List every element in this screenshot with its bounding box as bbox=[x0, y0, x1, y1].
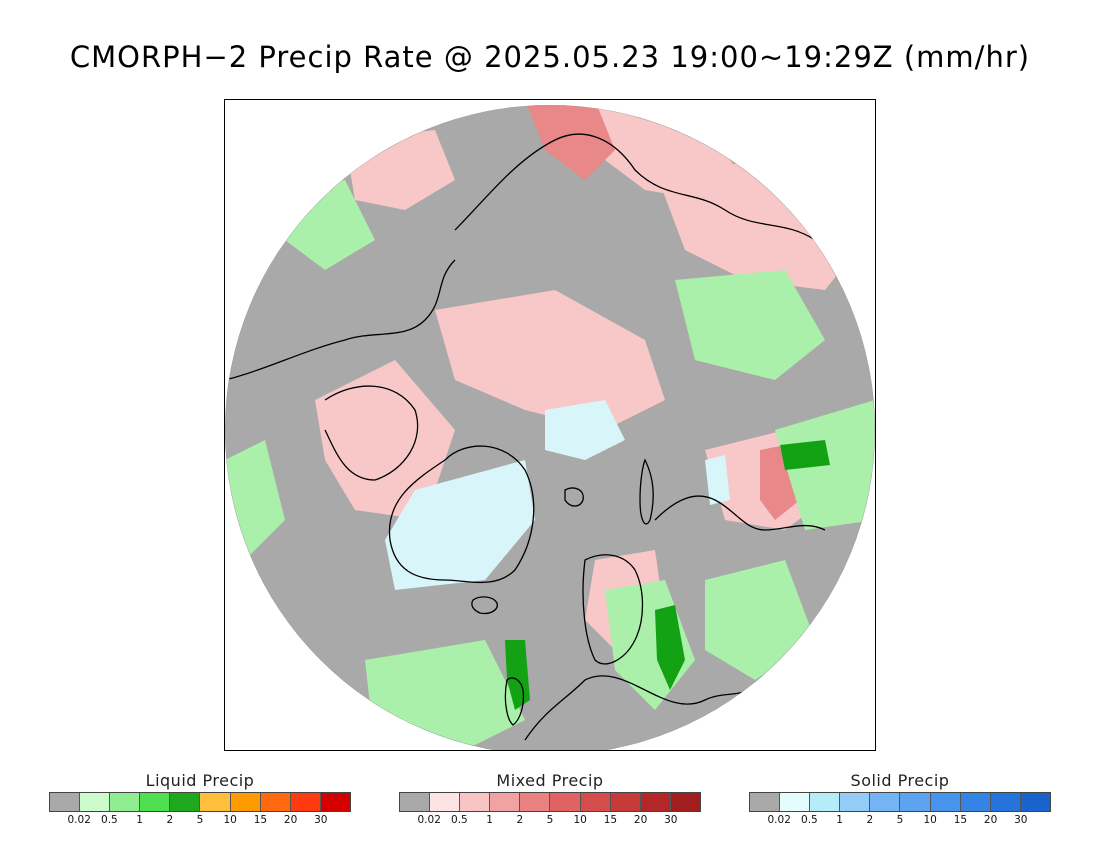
legend-swatch bbox=[870, 793, 901, 811]
legend-swatch bbox=[550, 793, 581, 811]
legend-swatch bbox=[900, 793, 931, 811]
legend-tick: 2 bbox=[866, 814, 874, 826]
legend-title: Solid Precip bbox=[850, 771, 950, 790]
legend-tick: 20 bbox=[283, 814, 298, 826]
legend-swatch bbox=[140, 793, 171, 811]
legend-tick: 30 bbox=[664, 814, 678, 826]
legend-swatch bbox=[670, 793, 700, 811]
mixed-core-bering bbox=[525, 105, 615, 180]
legend-swatch bbox=[780, 793, 811, 811]
legend-tick: 0.5 bbox=[101, 814, 118, 826]
legend-tick: 30 bbox=[1014, 814, 1028, 826]
legend-swatch bbox=[1020, 793, 1050, 811]
legend-tick: 10 bbox=[923, 814, 937, 826]
legend-swatch bbox=[290, 793, 321, 811]
legend-tick: 5 bbox=[546, 814, 554, 826]
coast-iceland bbox=[471, 596, 498, 615]
coast-europe bbox=[524, 675, 766, 741]
solid-region-svalbard bbox=[705, 455, 730, 505]
legend-swatch bbox=[930, 793, 961, 811]
legend-tick: 30 bbox=[314, 814, 328, 826]
map-title: CMORPH−2 Precip Rate @ 2025.05.23 19:00~… bbox=[69, 40, 1031, 74]
legend-swatch bbox=[260, 793, 291, 811]
legend-tick: 5 bbox=[196, 814, 204, 826]
solid-region-greenland bbox=[385, 460, 535, 590]
mixed-region-arctic bbox=[435, 290, 665, 430]
legend-swatch bbox=[170, 793, 201, 811]
coast-novaya-zemlya bbox=[639, 458, 654, 525]
liquid-core-siberia bbox=[780, 440, 830, 470]
legend-tick: 1 bbox=[836, 814, 843, 826]
legend-tick-labels: 0.02 0.5 1 2 5 10 15 20 30 bbox=[399, 812, 701, 828]
legend-tick: 0.5 bbox=[801, 814, 818, 826]
legend-tick: 20 bbox=[633, 814, 648, 826]
legend-swatch bbox=[960, 793, 991, 811]
coast-svalbard bbox=[564, 487, 584, 507]
legend-swatch bbox=[430, 793, 461, 811]
legend-color-bar bbox=[749, 792, 1051, 812]
legend-tick: 1 bbox=[486, 814, 493, 826]
legend-solid-precip: Solid Precip 0.02 0.5 1 2 5 10 15 20 30 bbox=[749, 770, 1051, 828]
liquid-region-siberia bbox=[675, 270, 825, 380]
coast-russia-north bbox=[654, 495, 826, 531]
legend-swatch bbox=[460, 793, 491, 811]
legend-tick: 20 bbox=[983, 814, 998, 826]
legend-tick: 0.02 bbox=[767, 814, 791, 826]
legend-tick: 10 bbox=[223, 814, 237, 826]
legend-swatch bbox=[840, 793, 871, 811]
legend-swatch bbox=[200, 793, 231, 811]
legend-color-bar bbox=[399, 792, 701, 812]
legend-mixed-precip: Mixed Precip 0.02 0.5 1 2 5 10 15 20 30 bbox=[399, 770, 701, 828]
legend-tick: 0.02 bbox=[67, 814, 91, 826]
legend-title: Liquid Precip bbox=[145, 771, 255, 790]
legend-swatch bbox=[610, 793, 641, 811]
legend-tick-labels: 0.02 0.5 1 2 5 10 15 20 30 bbox=[749, 812, 1051, 828]
legend-swatch bbox=[110, 793, 141, 811]
legend-swatch bbox=[230, 793, 261, 811]
coast-alaska-siberia bbox=[454, 133, 816, 241]
legend-tick: 2 bbox=[166, 814, 174, 826]
legend-tick: 2 bbox=[516, 814, 524, 826]
liquid-core-russia bbox=[655, 605, 685, 690]
legend-liquid-precip: Liquid Precip 0.02 0.5 1 2 5 10 15 20 30 bbox=[49, 770, 351, 828]
coast-canada bbox=[225, 259, 456, 381]
coast-arctic-archipelago bbox=[324, 385, 419, 481]
legend-tick: 15 bbox=[603, 814, 618, 826]
coast-greenland bbox=[388, 445, 535, 584]
legend-swatch bbox=[490, 793, 521, 811]
precip-map-canvas bbox=[225, 105, 875, 750]
legend-swatch bbox=[640, 793, 671, 811]
legend-title: Mixed Precip bbox=[496, 771, 604, 790]
coast-uk bbox=[504, 677, 525, 726]
legend-tick: 5 bbox=[896, 814, 904, 826]
legend-swatch bbox=[320, 793, 350, 811]
mixed-region-canada bbox=[315, 360, 455, 520]
legend-swatch bbox=[810, 793, 841, 811]
liquid-precip-layer bbox=[225, 180, 875, 750]
legend-swatch bbox=[400, 793, 431, 811]
solid-precip-layer bbox=[385, 400, 730, 590]
liquid-region-russia bbox=[705, 560, 815, 680]
legend-tick: 0.5 bbox=[451, 814, 468, 826]
legend-swatch bbox=[990, 793, 1021, 811]
coast-scandinavia bbox=[582, 554, 644, 665]
polar-precip-map bbox=[224, 99, 876, 751]
legend-swatch bbox=[750, 793, 781, 811]
solid-region-pole bbox=[545, 400, 625, 460]
legend-swatch bbox=[580, 793, 611, 811]
legend-tick: 10 bbox=[573, 814, 587, 826]
legend-tick: 15 bbox=[253, 814, 268, 826]
legend-swatch bbox=[80, 793, 111, 811]
coastline-layer bbox=[225, 133, 826, 741]
legend-color-bar bbox=[49, 792, 351, 812]
legend-tick: 1 bbox=[136, 814, 143, 826]
legend-swatch bbox=[520, 793, 551, 811]
legend-tick: 0.02 bbox=[417, 814, 441, 826]
legend-tick-labels: 0.02 0.5 1 2 5 10 15 20 30 bbox=[49, 812, 351, 828]
legend-tick: 15 bbox=[953, 814, 968, 826]
legend-swatch bbox=[50, 793, 81, 811]
